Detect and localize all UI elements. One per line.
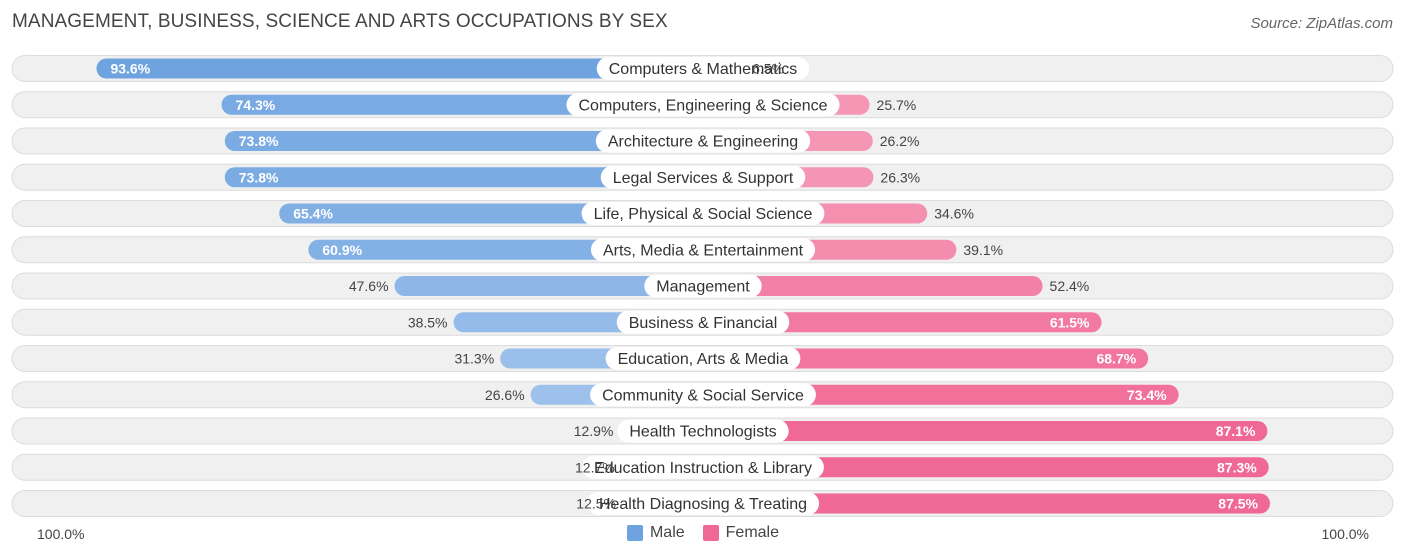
value-label-male: 73.8% <box>239 133 279 149</box>
category-label-bg <box>582 455 824 479</box>
value-label-female: 25.7% <box>877 97 917 113</box>
value-label-male: 12.9% <box>574 423 614 439</box>
chart-row: Legal Services & Support 73.8% 26.3% <box>11 163 1394 191</box>
chart-row: Architecture & Engineering 73.8% 26.2% <box>11 127 1394 155</box>
value-label-male: 74.3% <box>236 97 276 113</box>
category-label: Health Diagnosing & Treating <box>599 496 807 513</box>
category-label-bg <box>600 165 806 189</box>
value-label-female: 73.4% <box>1127 387 1167 403</box>
chart-row: Business & Financial 38.5% 61.5% <box>11 308 1394 336</box>
chart-row: Computers, Engineering & Science 74.3% 25.… <box>11 91 1394 119</box>
value-label-male: 93.6% <box>110 61 150 77</box>
value-label-female: 61.5% <box>1050 314 1090 330</box>
value-label-female: 39.1% <box>963 242 1003 258</box>
category-label: Computers & Mathematics <box>609 61 798 78</box>
value-label-female: 87.5% <box>1218 496 1258 512</box>
value-label-male: 31.3% <box>454 351 494 367</box>
chart-row: Community & Social Service 26.6% 73.4% <box>11 381 1394 409</box>
bar-male <box>224 131 713 151</box>
axis-left-label: 100.0% <box>37 526 85 542</box>
value-label-female: 26.2% <box>880 133 920 149</box>
value-label-male: 65.4% <box>293 206 333 222</box>
category-label-bg <box>595 129 811 153</box>
value-label-male: 12.7% <box>575 459 615 475</box>
category-label-bg <box>566 93 840 117</box>
bar-male <box>96 58 714 79</box>
category-label: Arts, Media & Entertainment <box>603 242 804 259</box>
value-label-male: 47.6% <box>349 278 389 294</box>
value-label-male: 60.9% <box>322 242 362 258</box>
category-label: Life, Physical & Social Science <box>594 206 813 223</box>
bar-male <box>394 276 713 296</box>
legend-swatch-male <box>626 525 643 541</box>
category-label: Architecture & Engineering <box>608 134 798 151</box>
legend-item-female: Female <box>702 524 780 542</box>
category-label-bg <box>617 419 789 443</box>
bar-female <box>693 312 1102 333</box>
legend-item-male: Male <box>626 524 685 542</box>
bar-male <box>224 167 713 188</box>
category-label: Health Technologists <box>629 424 776 441</box>
chart-row: Arts, Media & Entertainment 60.9% 39.1% <box>11 236 1394 264</box>
category-label-bg <box>605 347 801 370</box>
category-label-bg <box>590 383 816 407</box>
category-label: Computers, Engineering & Science <box>578 97 827 114</box>
legend-label-male: Male <box>649 524 685 541</box>
chart-row: Education, Arts & Media 31.3% 68.7% <box>11 345 1394 372</box>
chart-source: Source: ZipAtlas.com <box>1250 15 1393 32</box>
chart-title: MANAGEMENT, BUSINESS, SCIENCE AND ARTS O… <box>12 11 668 32</box>
value-label-female: 87.1% <box>1216 423 1256 439</box>
axis-right-label: 100.0% <box>1321 526 1369 542</box>
legend-swatch-female <box>702 525 719 541</box>
category-label-bg <box>590 238 816 262</box>
legend: Male Female <box>0 524 1406 542</box>
category-label-bg <box>616 310 790 334</box>
chart-row: Life, Physical & Social Science 65.4% 34.6… <box>11 200 1394 227</box>
category-label: Community & Social Service <box>602 387 804 404</box>
value-label-male: 12.5% <box>576 496 616 512</box>
value-label-female: 26.3% <box>880 169 920 185</box>
value-label-female: 6.5% <box>752 61 784 77</box>
bar-female <box>693 276 1043 296</box>
chart-row: Health Technologists 12.9% 87.1% <box>11 417 1394 445</box>
category-label: Business & Financial <box>629 315 778 332</box>
value-label-male: 38.5% <box>408 314 448 330</box>
category-label-bg <box>596 57 810 80</box>
category-label-bg <box>644 274 762 298</box>
bar-female <box>693 348 1149 369</box>
category-label: Legal Services & Support <box>613 170 794 187</box>
category-label-bg <box>581 202 825 225</box>
category-label: Management <box>656 279 750 296</box>
value-label-female: 68.7% <box>1096 351 1136 367</box>
bar-female <box>693 457 1269 478</box>
value-label-female: 52.4% <box>1050 278 1090 294</box>
bar-female <box>693 421 1268 441</box>
value-label-male: 73.8% <box>239 169 279 185</box>
value-label-male: 26.6% <box>485 387 525 403</box>
bar-female <box>693 493 1270 514</box>
chart-row: Computers & Mathematics 93.6% 6.5% <box>11 55 1394 82</box>
category-label-bg <box>586 492 820 515</box>
value-label-female: 87.3% <box>1217 459 1257 475</box>
category-label: Education, Arts & Media <box>618 351 789 368</box>
chart-row: Management 47.6% 52.4% <box>11 272 1394 300</box>
value-label-female: 34.6% <box>934 206 974 222</box>
legend-label-female: Female <box>725 524 780 541</box>
category-label: Education Instruction & Library <box>594 460 812 477</box>
